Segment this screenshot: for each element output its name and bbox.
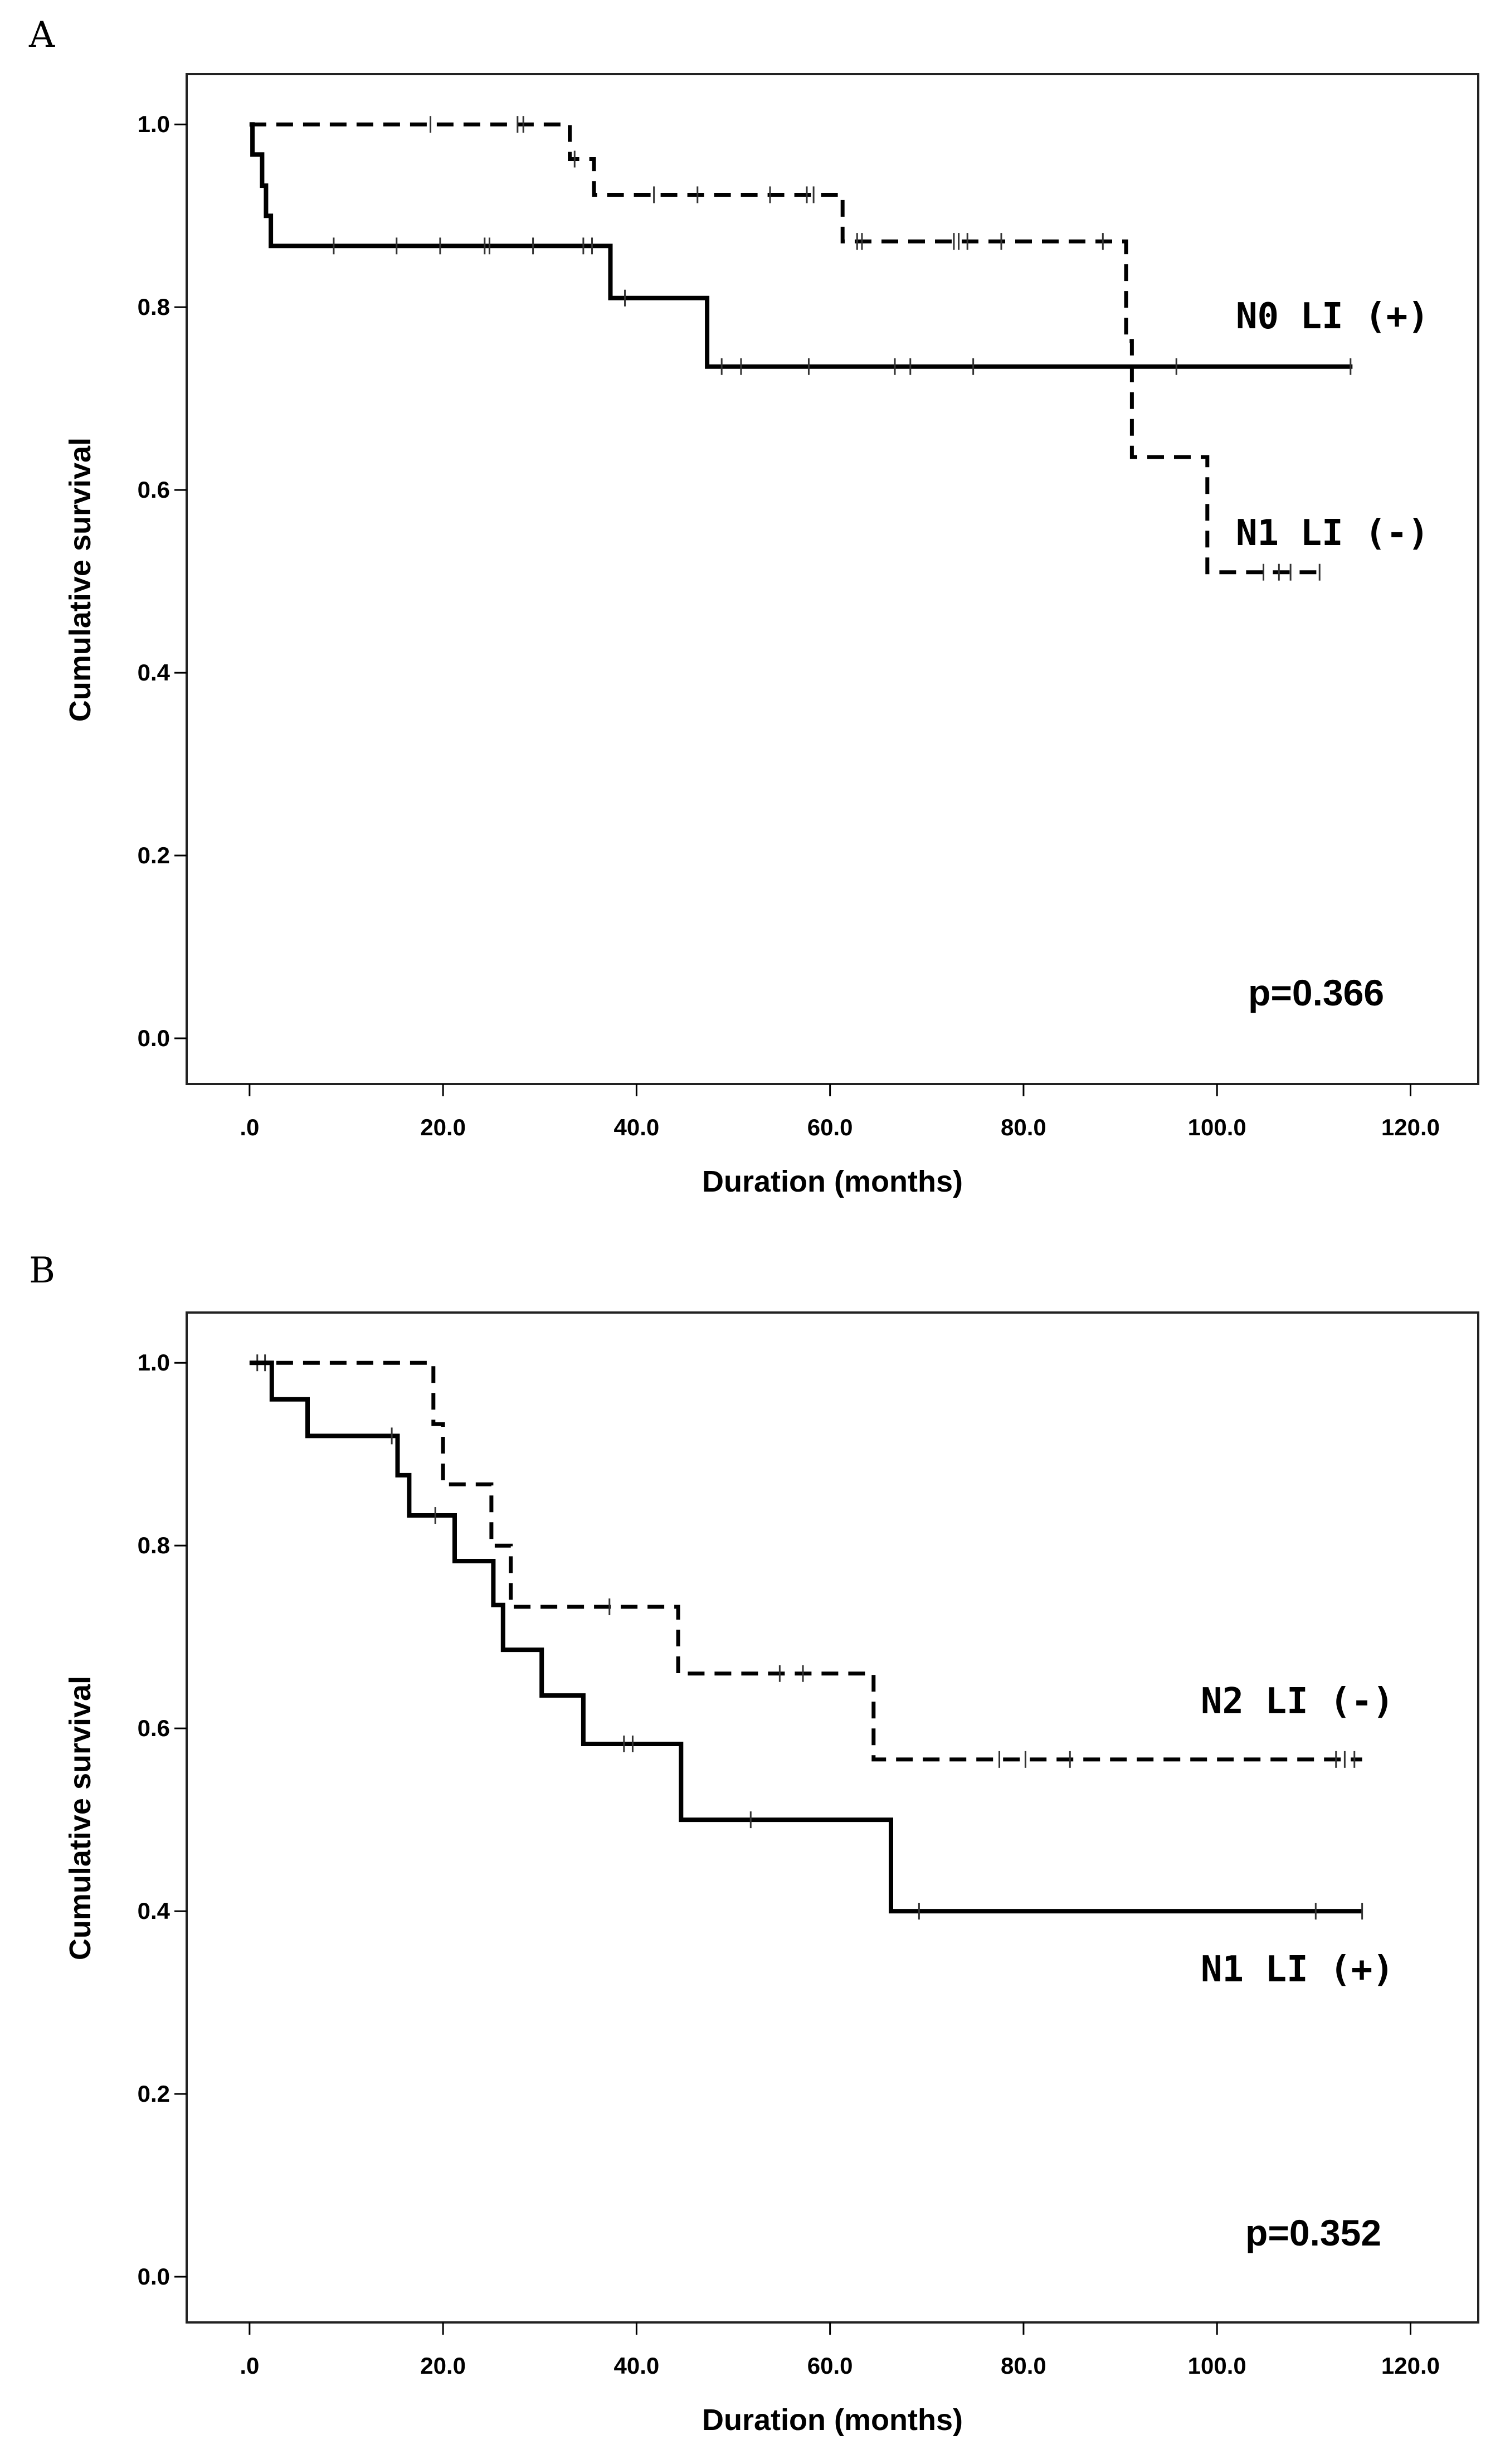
- x-tick-label: .0: [240, 1114, 259, 1140]
- y-tick-label: 0.4: [138, 1898, 171, 1924]
- series-n1-li: [249, 116, 1324, 581]
- x-tick-label: 120.0: [1381, 1114, 1440, 1140]
- x-tick-label: .0: [240, 2353, 259, 2379]
- x-tick-label: 100.0: [1188, 1114, 1246, 1140]
- panel-b: B 0.0 0.2 0.4 0.6 0.8 1.0 .0 20.0 40.0 60.0 80.0 10…: [29, 1250, 1479, 2437]
- survival-curve: [249, 122, 1324, 575]
- legend-label-n1-li-neg: N1 LI (-): [1236, 513, 1429, 554]
- y-tick-label: 0.0: [138, 2263, 170, 2290]
- series-n1-li: [249, 1360, 1363, 1920]
- x-tick-label: 100.0: [1188, 2353, 1246, 2379]
- plot-frame: [186, 1311, 1479, 2324]
- y-tick-label: 1.0: [138, 111, 170, 137]
- legend-label-n1-li-pos: N1 LI (+): [1201, 1949, 1394, 1990]
- y-tick-label: 0.0: [138, 1025, 170, 1051]
- panel-a: A 0.0 0.2 0.4 0.6 0.8 1.0 .0 20.0 40.0 60.0 80.0 10…: [28, 14, 1479, 1198]
- axis-ticks: 0.0 0.2 0.4 0.6 0.8 1.0 .0 20.0 40.0 60.0 80.0 100.…: [138, 111, 1440, 1140]
- x-tick-label: 60.0: [807, 1114, 853, 1140]
- x-tick-label: 80.0: [1001, 2353, 1046, 2379]
- legend-label-n0-li-pos: N0 LI (+): [1236, 296, 1429, 337]
- y-axis-title: Cumulative survival: [64, 1676, 97, 1960]
- axis-ticks: 0.0 0.2 0.4 0.6 0.8 1.0 .0 20.0 40.0 60.0 80.0 100.…: [138, 1349, 1440, 2379]
- y-tick-label: 0.8: [138, 1532, 170, 1558]
- x-axis-title: Duration (months): [702, 1165, 963, 1198]
- panel-label: A: [28, 14, 55, 56]
- x-tick-label: 40.0: [614, 1114, 660, 1140]
- series-n0-li: [249, 122, 1353, 375]
- x-axis-title: Duration (months): [702, 2403, 963, 2437]
- series-group: [249, 1354, 1363, 1920]
- y-tick-label: 0.8: [138, 294, 170, 320]
- y-tick-label: 0.4: [138, 659, 171, 686]
- y-tick-label: 0.2: [138, 842, 170, 868]
- survival-curve: [249, 1360, 1362, 1914]
- p-value: p=0.366: [1248, 972, 1384, 1013]
- series-group: [249, 116, 1353, 581]
- y-tick-label: 0.6: [138, 477, 170, 503]
- p-value: p=0.352: [1245, 2212, 1381, 2253]
- x-tick-label: 20.0: [420, 1114, 466, 1140]
- plot-frame: [186, 73, 1479, 1085]
- x-tick-label: 20.0: [420, 2353, 466, 2379]
- x-tick-label: 80.0: [1001, 1114, 1046, 1140]
- y-axis-title: Cumulative survival: [64, 438, 97, 722]
- survival-curve: [249, 122, 1353, 369]
- panel-label: B: [29, 1250, 55, 1291]
- survival-curve: [249, 1360, 1362, 1762]
- x-tick-label: 120.0: [1381, 2353, 1440, 2379]
- y-tick-label: 0.6: [138, 1715, 170, 1741]
- series-n2-li: [249, 1354, 1362, 1768]
- legend-label-n2-li-neg: N2 LI (-): [1201, 1681, 1394, 1722]
- y-tick-label: 0.2: [138, 2081, 170, 2107]
- y-tick-label: 1.0: [138, 1349, 170, 1376]
- x-tick-label: 60.0: [807, 2353, 853, 2379]
- x-tick-label: 40.0: [614, 2353, 660, 2379]
